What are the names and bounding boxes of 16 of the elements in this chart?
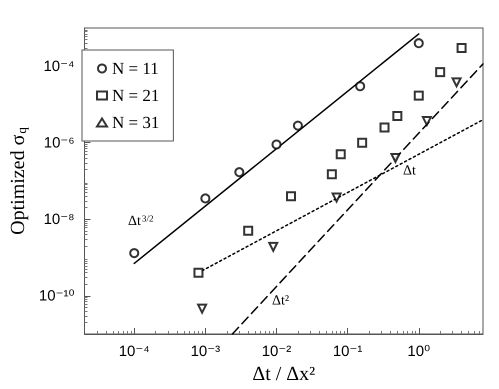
legend-label: N = 31 [112,113,160,132]
y-tick-label: 10⁻⁶ [44,134,75,152]
x-tick-label: 10⁻¹ [332,343,362,360]
x-tick-label: 10⁰ [407,343,430,360]
y-axis-title: Optimized σq [7,126,29,235]
annotation: Δt² [272,294,290,308]
y-tick-label: 10⁻¹⁰ [38,287,75,304]
annotation: Δt [403,164,416,178]
x-tick-label: 10⁻³ [190,343,220,360]
x-tick-label: 10⁻⁴ [118,343,150,360]
legend-label: N = 21 [112,86,160,105]
x-axis-title: Δt / Δx² [252,363,316,385]
x-tick-label: 10⁻² [262,343,292,360]
y-tick-label: 10⁻⁴ [43,58,75,75]
y-tick-label: 10⁻⁸ [44,210,75,228]
legend-label: N = 11 [112,59,159,78]
